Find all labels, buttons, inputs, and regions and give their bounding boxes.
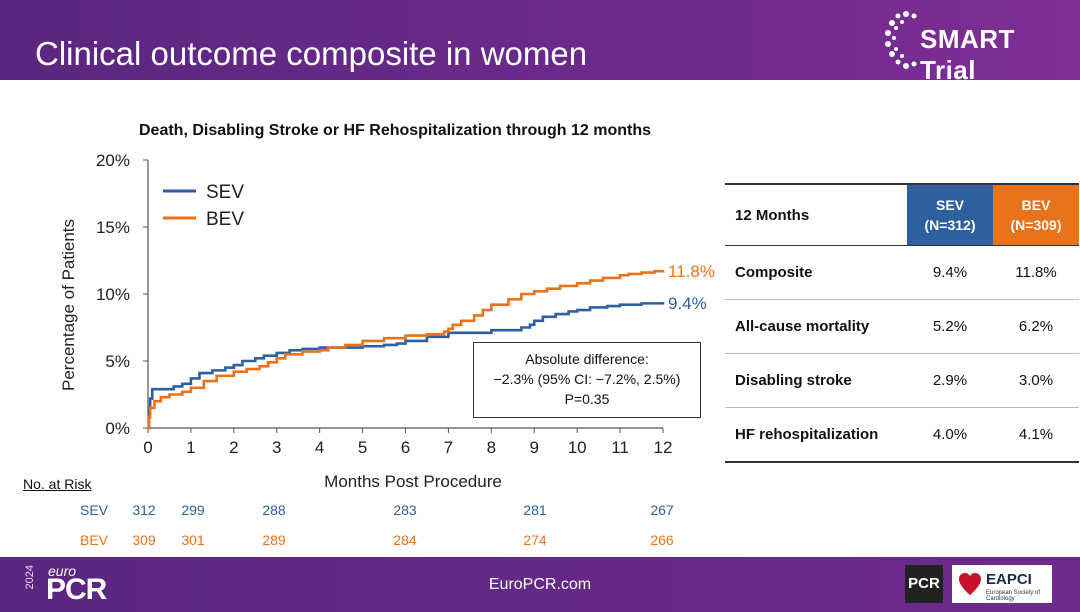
summary-header-bev-name: BEV [1021,197,1051,213]
legend-label: SEV [206,182,244,203]
risk-bev-value: 289 [262,532,286,548]
summary-row-label: HF rehospitalization [735,426,879,443]
x-tick-label: 8 [487,438,496,457]
x-tick-label: 6 [401,438,410,457]
slide-footer: 2024 euro PCR EuroPCR.com [0,557,1080,612]
risk-bev-value: 266 [650,532,674,548]
summary-header-row: 12 Months SEV (N=312) BEV (N=309) [725,184,1079,246]
summary-header-sev-name: SEV [935,197,964,213]
chart-title: Death, Disabling Stroke or HF Rehospital… [139,122,652,139]
x-tick-label: 7 [444,438,453,457]
chart-legend: SEV BEV [163,182,244,230]
x-tick-label: 3 [272,438,281,457]
summary-row-label: Composite [735,264,813,281]
abs-diff-line1: Absolute difference: [525,351,649,367]
risk-table-title: No. at Risk [23,476,92,492]
summary-header-label: 12 Months [735,206,810,224]
risk-sev-value: 288 [262,502,286,518]
x-tick-label: 2 [229,438,238,457]
heart-icon [959,573,981,595]
summary-header-sev: SEV (N=312) [907,184,993,246]
risk-sev-value: 299 [181,502,205,518]
summary-header-bev: BEV (N=309) [993,184,1079,246]
summary-row-label: All-cause mortality [735,318,870,335]
x-tick-label: 5 [358,438,367,457]
dots-ring-icon [885,11,917,69]
smart-trial-logo: SMART Trial [882,6,1072,85]
slide-header: Clinical outcome composite in women SMAR… [0,0,1080,85]
risk-sev-value: 283 [393,502,417,518]
risk-bev-value: 301 [181,532,205,548]
x-tick-label: 10 [568,438,587,457]
europcr-pcr: PCR [46,573,107,606]
risk-sev-value: 312 [132,502,156,518]
summary-header-bev-n: (N=309) [1010,217,1062,233]
abs-diff-line3: P=0.35 [564,391,610,407]
summary-table: 12 Months SEV (N=312) BEV (N=309) Compos… [725,183,1079,463]
summary-row-bev: 4.1% [1018,426,1054,443]
risk-row-bev-label: BEV [80,532,109,548]
chart-series: 9.4% 11.8% [147,262,715,430]
slide-title: Clinical outcome composite in women [35,35,588,72]
europcr-euro: euro [48,563,77,579]
x-tick-label: 0 [143,438,152,457]
legend-label: BEV [206,209,244,230]
y-tick-label: 5% [105,352,130,371]
chart-ticks: 0 1 2 3 4 5 6 7 8 9 10 11 120%5%10%15%20% [96,151,672,457]
series-end-label: 9.4% [668,294,707,313]
summary-row: All-cause mortality 5.2% 6.2% [725,300,1079,354]
summary-row-sev: 9.4% [932,264,968,281]
risk-bev-value: 284 [393,532,417,548]
abs-diff-line2: −2.3% (95% CI: −7.2%, 2.5%) [493,371,681,387]
absolute-difference-box: Absolute difference: −2.3% (95% CI: −7.2… [473,342,701,418]
smart-trial-logo-text: SMART Trial [920,24,1015,85]
summary-row-sev: 2.9% [932,372,968,389]
summary-row-label: Disabling stroke [735,372,852,389]
europcr-logo: 2024 euro PCR [24,561,124,609]
pcr-badge-logo: PCR [905,565,943,603]
summary-row: Disabling stroke 2.9% 3.0% [725,354,1079,408]
risk-bev-value: 274 [523,532,547,548]
eapci-subtext: European Society of Cardiology [986,590,1041,602]
eapci-text: EAPCI [986,571,1032,588]
series-line-bev [147,269,665,430]
footer-url-link[interactable]: EuroPCR.com [488,576,592,593]
summary-row-sev: 4.0% [932,426,968,443]
risk-sev-value: 281 [523,502,547,518]
x-tick-label: 1 [186,438,195,457]
eapci-logo: EAPCI European Society of Cardiology [952,565,1052,603]
summary-row-bev: 6.2% [1018,318,1054,335]
summary-row: HF rehospitalization 4.0% 4.1% [725,408,1079,462]
y-tick-label: 20% [96,151,130,170]
y-tick-label: 0% [105,419,130,438]
summary-row-sev: 5.2% [932,318,968,335]
x-tick-label: 12 [654,438,673,457]
risk-row-sev-label: SEV [80,502,109,518]
y-axis-label: Percentage of Patients [59,219,78,391]
x-tick-label: 9 [530,438,539,457]
summary-row: Composite 9.4% 11.8% [725,246,1079,300]
summary-row-bev: 3.0% [1018,372,1054,389]
x-axis-label: Months Post Procedure [324,472,502,491]
summary-header-sev-n: (N=312) [924,217,976,233]
series-end-label: 11.8% [668,262,715,281]
summary-row-bev: 11.8% [1015,264,1057,281]
y-tick-label: 15% [96,218,130,237]
series-line-sev [147,302,665,430]
x-tick-label: 11 [611,438,629,457]
y-tick-label: 10% [96,285,130,304]
x-tick-label: 4 [315,438,324,457]
risk-bev-value: 309 [132,532,156,548]
risk-sev-value: 267 [650,502,674,518]
